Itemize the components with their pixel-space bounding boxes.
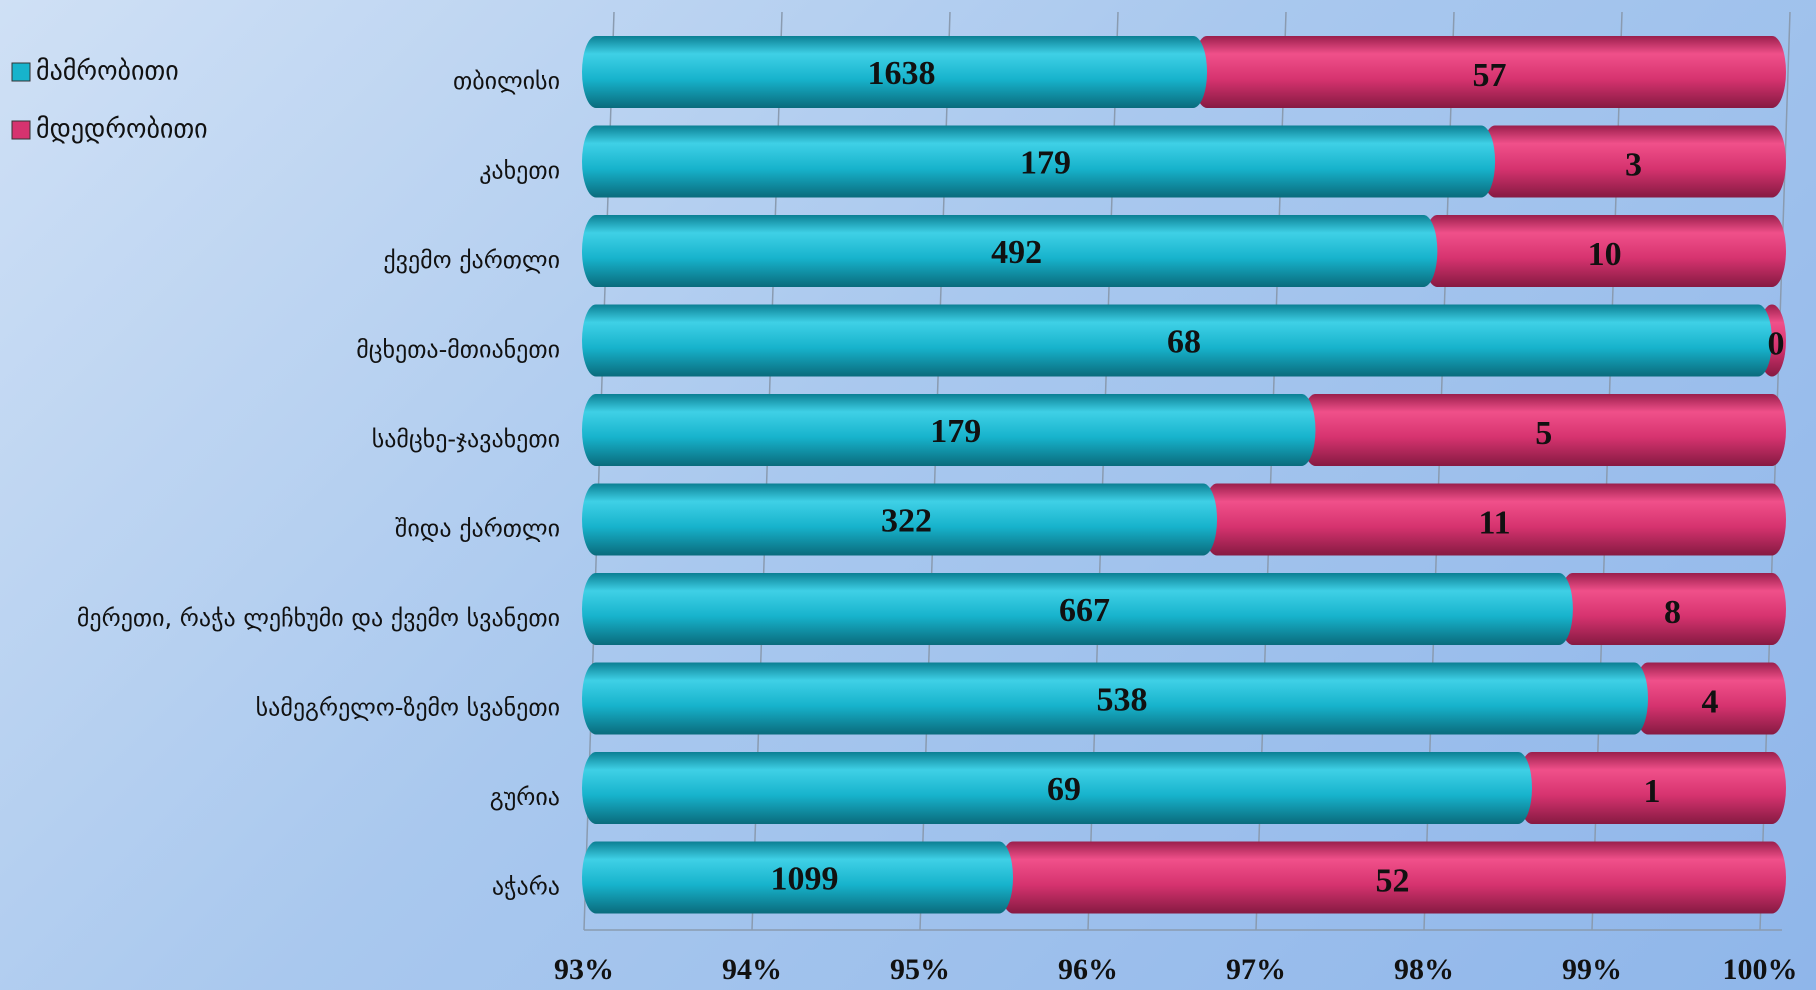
x-tick-label: 93% bbox=[554, 953, 614, 986]
category-label: სამცხე-ჯავახეთი bbox=[372, 425, 560, 453]
bar-segment bbox=[999, 841, 1786, 914]
data-label: 1 bbox=[1644, 773, 1661, 810]
data-label: 322 bbox=[881, 502, 932, 539]
category-label: აჭარა bbox=[492, 873, 560, 901]
bar-segment bbox=[582, 841, 1014, 914]
legend-label: მამრობითი bbox=[36, 57, 179, 87]
legend-swatch bbox=[11, 120, 31, 140]
data-label: 10 bbox=[1588, 236, 1622, 273]
data-label: 179 bbox=[930, 413, 981, 450]
x-tick-label: 96% bbox=[1058, 953, 1118, 986]
bar-segment bbox=[582, 215, 1438, 287]
data-label: 667 bbox=[1059, 592, 1110, 629]
legend-label: მდედრობითი bbox=[36, 115, 208, 145]
bar-segment bbox=[1193, 36, 1786, 108]
x-tick-label: 99% bbox=[1562, 953, 1622, 986]
x-tick-label: 94% bbox=[722, 953, 782, 986]
data-label: 538 bbox=[1097, 681, 1148, 718]
bar-segment bbox=[1481, 125, 1786, 198]
x-tick-label: 98% bbox=[1394, 953, 1454, 986]
legend-swatch bbox=[11, 62, 31, 82]
bar-segment bbox=[582, 573, 1573, 645]
data-label: 0 bbox=[1768, 325, 1785, 362]
x-tick-label: 95% bbox=[890, 953, 950, 986]
data-label: 5 bbox=[1535, 415, 1552, 452]
category-label: სამეგრელო-ზემო სვანეთი bbox=[256, 694, 560, 722]
data-label: 57 bbox=[1473, 57, 1507, 94]
bar-segment bbox=[582, 304, 1772, 377]
data-label: 8 bbox=[1664, 594, 1681, 631]
category-label: კახეთი bbox=[479, 157, 560, 185]
category-label: თბილისი bbox=[453, 67, 560, 95]
data-label: 11 bbox=[1478, 504, 1510, 541]
bar-segment bbox=[1301, 394, 1786, 466]
data-label: 3 bbox=[1625, 146, 1642, 183]
data-label: 179 bbox=[1020, 144, 1071, 181]
bar-segment bbox=[1203, 483, 1786, 556]
data-label: 68 bbox=[1167, 323, 1201, 360]
bar-segment bbox=[1518, 752, 1786, 824]
category-label: მცხეთა-მთიანეთი bbox=[356, 336, 560, 364]
bar-segment bbox=[1558, 573, 1786, 645]
bar-segment bbox=[1423, 215, 1786, 287]
category-label: მერეთი, რაჭა ლეჩხუმი და ქვემო სვანეთი bbox=[77, 604, 560, 632]
x-tick-label: 97% bbox=[1226, 953, 1286, 986]
bar-segment bbox=[1634, 662, 1786, 735]
category-label: ქვემო ქართლი bbox=[383, 246, 560, 274]
bar-segment bbox=[582, 752, 1532, 824]
data-label: 1638 bbox=[868, 55, 936, 92]
data-label: 69 bbox=[1047, 771, 1081, 808]
bar-segment bbox=[582, 662, 1649, 735]
data-label: 52 bbox=[1376, 862, 1410, 899]
bar-segment bbox=[582, 394, 1316, 466]
bar-segment bbox=[582, 125, 1496, 198]
data-label: 1099 bbox=[771, 860, 839, 897]
bar-segment bbox=[582, 36, 1208, 108]
category-label: შიდა ქართლი bbox=[395, 515, 560, 543]
x-tick-label: 100% bbox=[1723, 953, 1798, 986]
bar-segment bbox=[582, 483, 1218, 556]
data-label: 492 bbox=[991, 234, 1042, 271]
data-label: 4 bbox=[1702, 683, 1719, 720]
category-label: გურია bbox=[490, 783, 560, 811]
